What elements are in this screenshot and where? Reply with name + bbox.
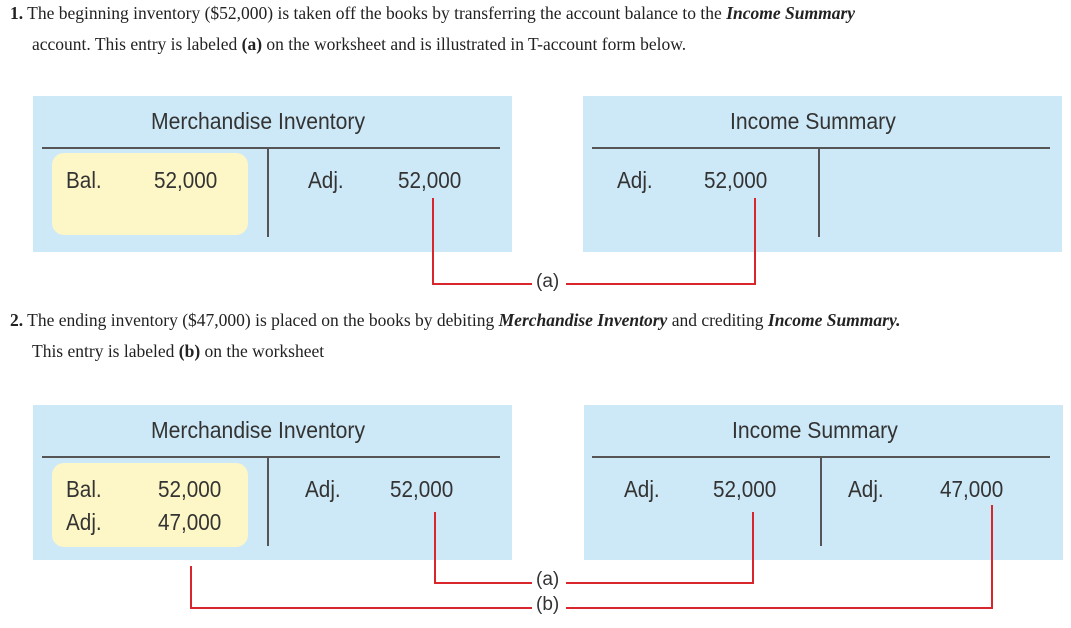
merch-inventory-title: Merchandise Inventory (151, 417, 366, 443)
connector-line (991, 505, 993, 609)
credit-label: Adj. (848, 476, 884, 502)
t-account-divider (267, 456, 269, 546)
connector-line (752, 512, 754, 583)
para1-text-3: on the worksheet and is illustrated in T… (262, 34, 687, 54)
connector-line (566, 607, 993, 609)
connector-line (432, 283, 532, 285)
income-summary-panel-2 (584, 405, 1063, 560)
connector-label-a: (a) (536, 271, 560, 292)
t-account-top-line (592, 147, 1050, 149)
paragraph-2: 2. The ending inventory ($47,000) is pla… (10, 305, 1070, 367)
para2-text-4: on the worksheet (200, 341, 325, 361)
debit-label: Adj. (66, 509, 102, 535)
connector-line (566, 283, 756, 285)
entry-tag: (a) (241, 34, 263, 54)
para1-text: The beginning inventory ($52,000) is tak… (23, 3, 727, 23)
credit-label: Adj. (308, 167, 344, 193)
t-account-divider (820, 456, 822, 546)
para2-text-3: This entry is labeled (32, 341, 179, 361)
para1-emphasis: Income Summary (726, 3, 856, 23)
para2-text-2: and crediting (667, 310, 768, 330)
para1-text-2: account. This entry is labeled (32, 34, 242, 54)
item-number: 2. (10, 310, 24, 330)
balance-highlight (52, 153, 248, 235)
para2-text: The ending inventory ($47,000) is placed… (23, 310, 499, 330)
connector-label-a: (a) (536, 569, 560, 590)
paragraph-1: 1. The beginning inventory ($52,000) is … (10, 0, 1060, 60)
t-account-top-line (42, 147, 500, 149)
t-account-top-line (42, 456, 500, 458)
item-number: 1. (10, 3, 24, 23)
connector-line (434, 512, 436, 583)
t-account-divider (267, 147, 269, 237)
income-summary-title: Income Summary (732, 417, 898, 443)
debit-label: Bal. (66, 476, 102, 502)
connector-line (190, 607, 532, 609)
connector-line (432, 198, 434, 284)
merch-inventory-title: Merchandise Inventory (151, 108, 366, 134)
credit-value: 52,000 (390, 476, 454, 502)
t-account-divider (818, 147, 820, 237)
entry-tag: (b) (178, 341, 201, 361)
debit-label: Adj. (617, 167, 653, 193)
debit-value: 47,000 (158, 509, 222, 535)
credit-value: 52,000 (398, 167, 462, 193)
para2-emphasis-2: Income Summary. (767, 310, 901, 330)
income-summary-panel-1 (583, 96, 1062, 252)
balance-highlight (52, 463, 248, 547)
debit-label: Bal. (66, 167, 102, 193)
debit-label: Adj. (624, 476, 660, 502)
connector-label-b: (b) (536, 594, 560, 615)
connector-line (566, 582, 754, 584)
debit-value: 52,000 (154, 167, 218, 193)
credit-label: Adj. (305, 476, 341, 502)
connector-line (754, 198, 756, 284)
debit-value: 52,000 (713, 476, 777, 502)
income-summary-title: Income Summary (730, 108, 896, 134)
debit-value: 52,000 (158, 476, 222, 502)
connector-line (190, 566, 192, 608)
credit-value: 47,000 (940, 476, 1004, 502)
connector-line (434, 582, 532, 584)
para2-emphasis-1: Merchandise Inventory (498, 310, 668, 330)
debit-value: 52,000 (704, 167, 768, 193)
